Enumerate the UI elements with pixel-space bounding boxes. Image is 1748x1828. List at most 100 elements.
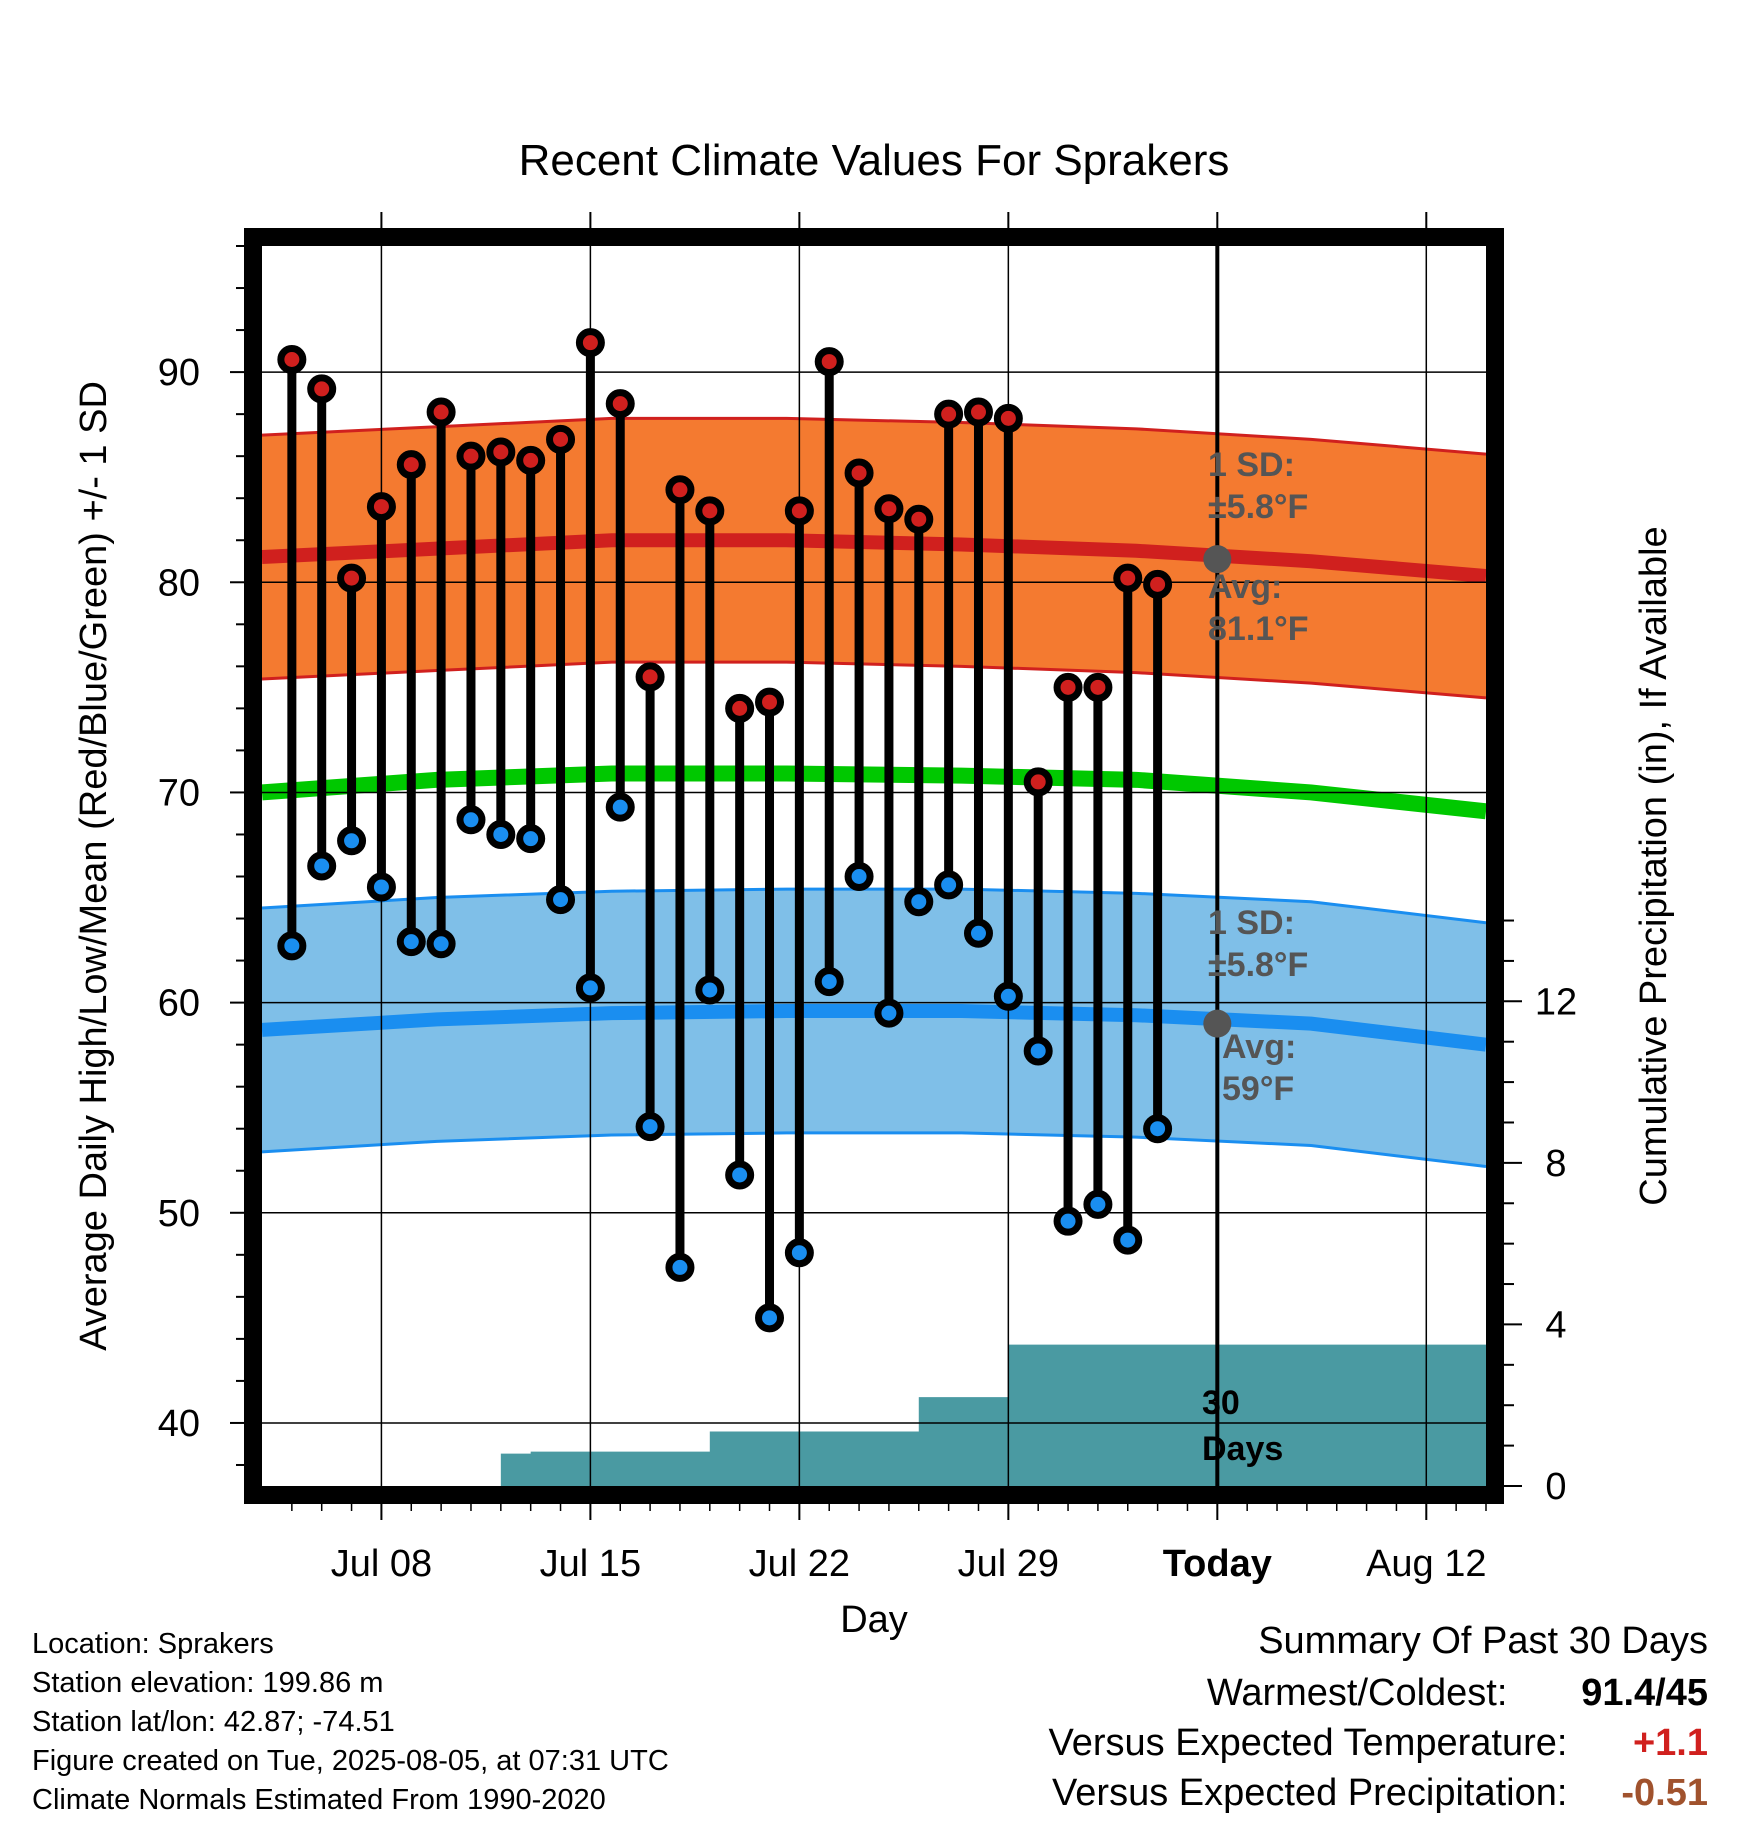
high-temp-point [486, 437, 516, 467]
low-sd-value: ±5.8°F [1208, 946, 1308, 984]
high-temp-point [516, 445, 546, 475]
y-tick-label: 80 [158, 562, 200, 604]
station-info: Location: Sprakers Station elevation: 19… [32, 1625, 669, 1820]
high-temp-point [337, 563, 367, 593]
mean-average-line [262, 765, 1486, 820]
low-average-marker [1203, 1009, 1232, 1038]
high-temp-point [605, 389, 635, 419]
low-sd-label: 1 SD: [1208, 904, 1295, 942]
low-temp-point [904, 887, 934, 917]
temp-label: Versus Expected Temperature: [1048, 1722, 1568, 1764]
high-temp-point [1113, 563, 1143, 593]
y2-tick-label: 12 [1535, 981, 1577, 1023]
high-temp-point [575, 328, 605, 358]
high-temp-point [784, 496, 814, 526]
high-temp-point [546, 424, 576, 454]
low-temp-point [426, 929, 456, 959]
low-temp-point [456, 805, 486, 835]
low-avg-label: Avg: [1222, 1028, 1296, 1066]
low-temp-point [784, 1238, 814, 1268]
y2-tick-label: 0 [1545, 1466, 1566, 1508]
low-temp-point [1083, 1189, 1113, 1219]
y2-tick-label: 8 [1545, 1143, 1566, 1185]
normals-text: Climate Normals Estimated From 1990-2020 [32, 1784, 606, 1816]
low-temp-point [993, 981, 1023, 1011]
high-temp-point [396, 450, 426, 480]
low-temp-point [486, 819, 516, 849]
high-temp-point [456, 441, 486, 471]
x-tick-label: Aug 12 [1366, 1543, 1486, 1585]
high-average-line [262, 533, 1486, 583]
low-temp-point [396, 927, 426, 957]
high-temp-point [307, 374, 337, 404]
y-tick-label: 40 [158, 1403, 200, 1445]
x-tick-label: Jul 22 [749, 1543, 850, 1585]
y-tick-label: 70 [158, 772, 200, 814]
precip-value: -0.51 [1621, 1772, 1708, 1814]
low-temp-point [366, 872, 396, 902]
low-temp-point [635, 1112, 665, 1142]
low-temp-point [725, 1160, 755, 1190]
high-temp-point [635, 662, 665, 692]
low-temp-point [516, 824, 546, 854]
plot-frame [244, 228, 1504, 1504]
low-temp-point [844, 862, 874, 892]
y2-axis-label: Cumulative Precipitation (in), If Availa… [1633, 526, 1675, 1205]
created-text: Figure created on Tue, 2025-08-05, at 07… [32, 1745, 669, 1777]
high-temp-point [844, 458, 874, 488]
low-temp-point [337, 826, 367, 856]
high-temp-point [874, 494, 904, 524]
high-temp-point [993, 403, 1023, 433]
chart-title: Recent Climate Values For Sprakers [519, 136, 1230, 185]
low-temp-point [605, 792, 635, 822]
summary-title: Summary Of Past 30 Days [1258, 1620, 1708, 1662]
low-temp-point [934, 870, 964, 900]
high-temp-point [366, 492, 396, 522]
summary-warmest-row: Warmest/Coldest: 91.4/45 [1207, 1672, 1708, 1715]
low-temp-point [874, 998, 904, 1028]
high-temp-point [814, 347, 844, 377]
high-temp-point [1023, 767, 1053, 797]
precip-label: Versus Expected Precipitation: [1052, 1772, 1568, 1814]
high-temp-point [665, 475, 695, 505]
low-temp-point [1113, 1225, 1143, 1255]
summary-temp-row: Versus Expected Temperature: +1.1 [1049, 1722, 1708, 1765]
y-axis-label: Average Daily High/Low/Mean (Red/Blue/Gr… [73, 381, 115, 1351]
low-temp-point [1023, 1036, 1053, 1066]
y-tick-label: 90 [158, 352, 200, 394]
summary-precip-row: Versus Expected Precipitation: -0.51 [1052, 1772, 1708, 1815]
low-temp-point [277, 931, 307, 961]
elevation-text: Station elevation: 199.86 m [32, 1667, 384, 1699]
low-temp-point [665, 1252, 695, 1282]
latlon-text: Station lat/lon: 42.87; -74.51 [32, 1706, 395, 1738]
high-temp-point [904, 504, 934, 534]
high-sd-band [262, 418, 1486, 698]
high-avg-value: 81.1°F [1208, 610, 1309, 648]
high-temp-point [695, 496, 725, 526]
high-sd-lower-line [262, 660, 1486, 700]
low-sd-band [262, 889, 1486, 1167]
plot-content: 1 SD: ±5.8°F Avg: 81.1°F 1 SD: ±5.8°F Avg: 59°F… [262, 246, 1486, 1486]
high-temp-point [755, 687, 785, 717]
low-sd-upper-line [262, 887, 1486, 925]
high-temp-point [1053, 672, 1083, 702]
low-temp-point [695, 975, 725, 1005]
high-sd-upper-line [262, 416, 1486, 456]
y2-tick-label: 4 [1545, 1304, 1566, 1346]
x-tick-label: Jul 08 [331, 1543, 432, 1585]
low-temp-point [755, 1303, 785, 1333]
high-sd-label: 1 SD: [1208, 446, 1295, 484]
temp-value: +1.1 [1632, 1722, 1708, 1764]
low-temp-point [575, 973, 605, 1003]
x-tick-label: Jul 15 [540, 1543, 641, 1585]
high-temp-point [277, 344, 307, 374]
y-tick-label: 60 [158, 983, 200, 1025]
low-temp-point [1053, 1206, 1083, 1236]
high-temp-point [934, 399, 964, 429]
high-temp-point [963, 397, 993, 427]
low-average-line [262, 1004, 1486, 1052]
x-tick-label: Jul 29 [958, 1543, 1059, 1585]
days-number: 30 [1202, 1384, 1240, 1422]
precip-area [262, 1344, 1486, 1486]
